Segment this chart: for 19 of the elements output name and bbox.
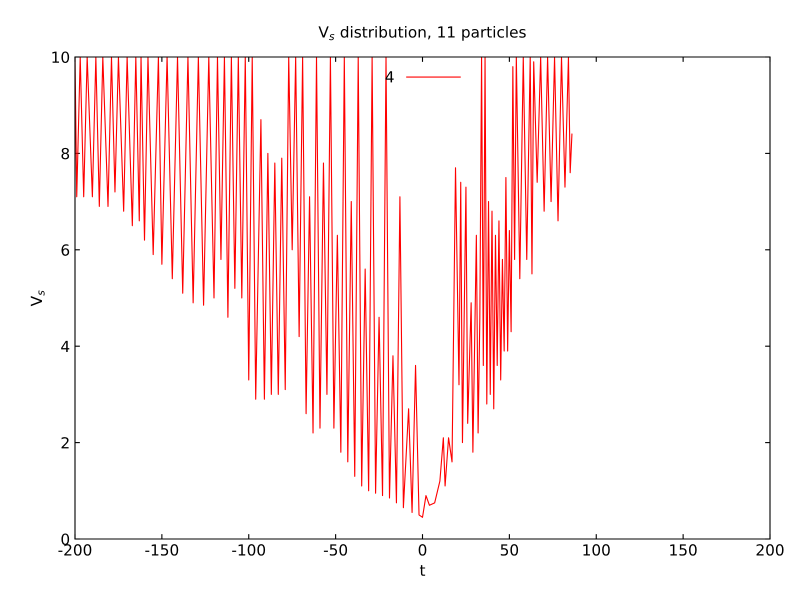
x-axis-title: t (420, 565, 426, 576)
x-tick-label: 150 (670, 544, 697, 556)
y-tick-label: 4 (61, 340, 70, 352)
x-tick-label: 200 (756, 544, 784, 556)
y-tick-label: 8 (61, 148, 70, 160)
y-tick-label: 0 (61, 533, 70, 546)
x-tick-label: -100 (232, 544, 266, 556)
y-tick-label: 2 (62, 437, 69, 448)
y-tick-label: 10 (52, 51, 70, 64)
x-tick-label: -200 (58, 544, 92, 556)
x-tick-label: 50 (500, 544, 518, 556)
x-tick-label: 100 (583, 544, 610, 556)
x-tick-label: -50 (324, 544, 348, 556)
x-tick-label: 0 (418, 544, 426, 556)
x-tick-label: -150 (145, 544, 178, 556)
chart-title: V$_{s}$ distribution, 11 particles (318, 26, 526, 41)
y-tick-label: 6 (61, 244, 70, 256)
y-axis-title: V$_{s}$ (30, 290, 45, 306)
line-series (75, 57, 572, 518)
